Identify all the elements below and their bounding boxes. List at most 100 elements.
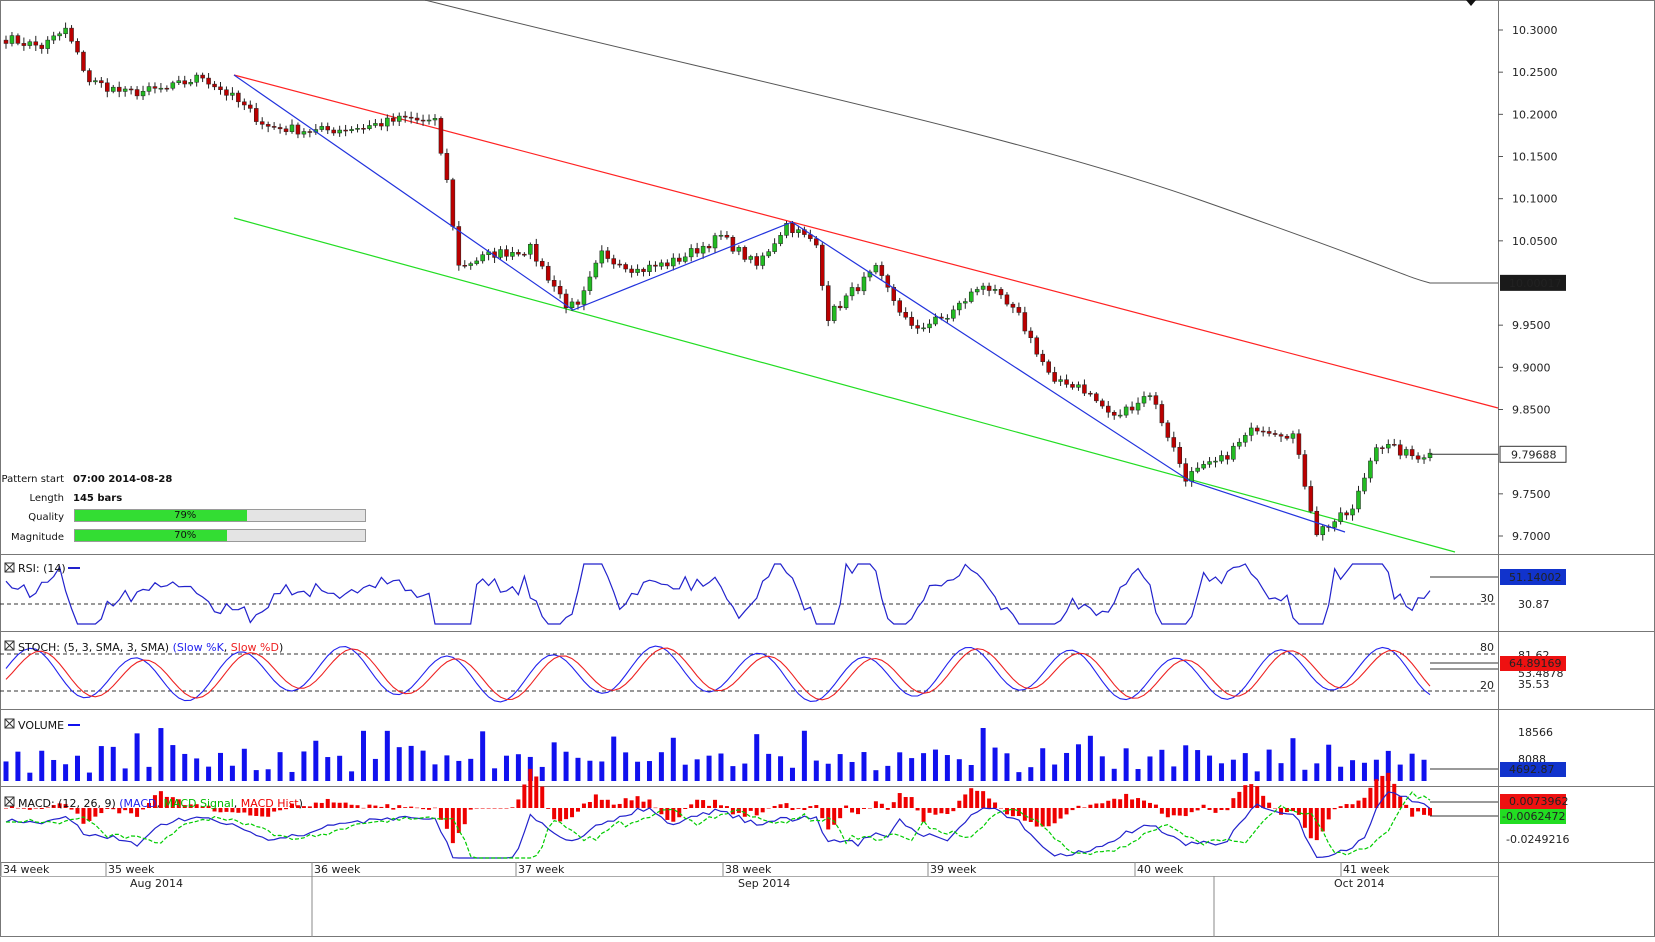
volume-bar [110,746,116,781]
bull-candle [63,27,68,35]
bull-candle [766,251,771,257]
close-icon[interactable] [4,640,15,651]
macd-hist-bar [701,800,706,808]
macd-hist-bar [814,805,819,808]
bull-candle [951,309,956,319]
bear-candle [1028,330,1034,339]
volume-bar [289,771,295,781]
bear-candle [1409,449,1415,457]
bear-candle [361,128,366,130]
volume-title[interactable]: VOLUME [4,718,80,732]
rsi-title[interactable]: RSI: (14) [4,562,80,575]
bull-candle [599,250,605,264]
macd-hist-bar [1171,808,1176,816]
bear-candle [1064,379,1069,385]
bull-candle [760,255,765,266]
bull-candle [772,243,777,252]
macd-hist-bar [570,808,575,818]
volume-bar [909,758,915,781]
bull-candle [480,254,485,262]
bear-candle [1016,307,1022,313]
bull-candle [718,234,724,237]
macd-hist-bar [689,804,694,808]
macd-hist-bar [1165,808,1170,818]
macd-hist-bar [361,807,366,809]
stoch-title[interactable]: STOCH: (5, 3, SMA, 3, SMA) (Slow %K, Slo… [4,640,283,654]
macd-hist-bar [1010,808,1015,817]
bear-candle [1183,463,1188,482]
bull-candle [921,327,926,330]
bear-candle [1153,395,1159,405]
macd-hist-bar [456,808,461,834]
volume-bar [1123,748,1129,781]
bull-candle [736,247,742,252]
volume-pane [3,728,1498,781]
bull-candle [349,129,354,132]
bear-candle [134,89,140,97]
macd-hist-bar [1130,799,1135,808]
macd-hist-bar [766,807,771,809]
volume-bar [968,765,974,781]
macd-hist-bar [748,808,753,811]
bull-candle [230,92,235,96]
stoch-k-line [5,645,1431,703]
bear-candle [891,287,897,301]
volume-bar [1004,753,1010,781]
ma-value-box [1500,274,1566,291]
volume-bar [1230,759,1236,781]
macd-hist-bar [945,808,950,815]
bull-candle [289,124,295,132]
price-tick-label: 10.2000 [1512,108,1558,121]
macd-hist-bar [1213,808,1218,813]
close-icon[interactable] [4,718,15,729]
close-icon[interactable] [4,562,15,573]
bull-candle [110,86,116,92]
volume-bar [468,758,474,781]
macd-hist-bar [129,808,134,814]
macd-hist-bar [492,808,497,809]
macd-hist-bar [826,808,831,830]
macd-hist-bar [438,808,443,820]
volume-bar [396,747,402,781]
macd-hist-bar [75,808,80,814]
bull-candle [146,86,152,92]
magnitude-bar-text: 70% [174,530,197,541]
bear-candle [903,312,908,318]
close-icon[interactable] [4,796,15,807]
macd-pane [4,768,1498,859]
macd-title[interactable]: MACD: (12, 26, 9) (MACD, MACD Signal, MA… [4,796,303,810]
bear-candle [105,82,110,92]
bear-candle [325,126,330,131]
bull-candle [27,41,33,46]
macd-hist-bar [1231,798,1236,808]
ma-value-label: 10.00017 [1509,277,1562,290]
macd-hist-bar [1374,779,1379,808]
macd-hist-bar [1100,803,1105,808]
bear-candle [1415,455,1421,460]
volume-bar [825,763,831,781]
scroll-marker-icon[interactable] [1466,0,1476,6]
macd-hist-bar [891,802,896,808]
volume-bar [51,759,57,781]
bull-candle [510,252,515,257]
macd-hist-bar [677,808,682,818]
macd-hist-bar [403,807,408,808]
macd-line [5,791,1431,859]
volume-bar [587,760,593,781]
macd-hist-bar [778,804,783,808]
length-value: 145 bars [73,493,123,504]
bear-candle [21,43,27,46]
macd-hist-bar [385,804,390,808]
bull-candle [1213,460,1218,463]
month-label: Sep 2014 [738,877,790,890]
macd-hist-bar [1398,796,1403,808]
bear-candle [1022,312,1028,332]
macd-hist-bar [820,808,825,819]
volume-bar [837,754,843,781]
volume-bar [182,753,188,781]
bull-candle [1320,526,1326,536]
macd-hist-bar [51,805,56,808]
volume-bar [1111,768,1117,781]
bull-candle [301,131,307,135]
macd-hist-bar [504,808,509,809]
